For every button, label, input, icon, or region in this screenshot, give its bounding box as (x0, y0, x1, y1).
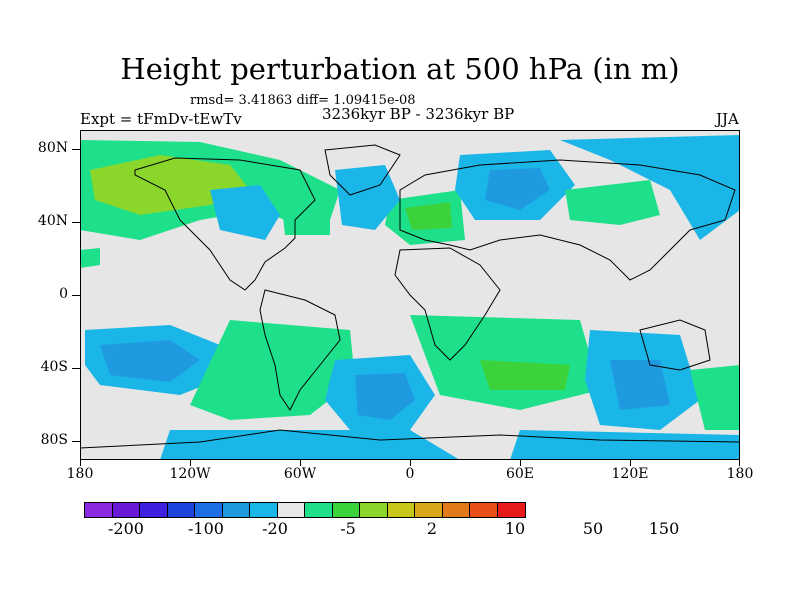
experiment-label: Expt = tFmDv-tEwTv (80, 110, 242, 128)
lon-tick-180e (739, 460, 740, 466)
period-label: 3236kyr BP - 3236kyr BP (322, 105, 515, 123)
lat-label-0: 0 (59, 286, 68, 302)
coastlines (80, 144, 740, 449)
coast-australia (639, 319, 711, 371)
coast-south-america (259, 289, 341, 411)
contour-indian-ocean-core (480, 360, 570, 390)
colorbar-label-2: 2 (426, 519, 438, 538)
contour-west-siberia-core (485, 168, 550, 210)
lat-tick-40n (72, 222, 80, 223)
contour-east-asia (565, 180, 660, 225)
lon-label-180e: 180 (726, 466, 754, 482)
colorbar-cell (360, 503, 388, 517)
contour-fills (80, 135, 740, 460)
colorbar-cell (250, 503, 278, 517)
colorbar-label-10: 10 (504, 519, 526, 538)
lat-tick-80s (72, 441, 80, 442)
lat-tick-0 (72, 295, 80, 296)
contour-europe-core (405, 202, 452, 230)
colorbar-cell (167, 503, 195, 517)
contour-atlantic-low (335, 165, 400, 230)
colorbar-cell (195, 503, 223, 517)
contour-subtropic-pacific (80, 248, 100, 268)
coast-antarctica (80, 429, 740, 449)
colorbar-cell (277, 503, 305, 517)
colorbar-cell (497, 503, 525, 517)
lat-label-40n: 40N (37, 213, 68, 229)
colorbar-label-50: 50 (582, 519, 604, 538)
contour-arctic-east (560, 135, 740, 240)
coast-greenland (324, 144, 401, 196)
colorbar (84, 502, 526, 518)
contour-pacific-core (90, 155, 250, 215)
lon-tick-60e (520, 460, 521, 466)
stats-label: rmsd= 3.41863 diff= 1.09415e-08 (190, 93, 416, 108)
colorbar-label-neg100: -100 (188, 519, 224, 538)
chart-title: Height perturbation at 500 hPa (in m) (120, 52, 680, 86)
colorbar-cell (387, 503, 415, 517)
colorbar-label-neg200: -200 (108, 519, 144, 538)
season-label: JJA (716, 110, 739, 128)
contour-antarctic-east (510, 430, 740, 460)
contour-south-pacific-core (100, 340, 200, 382)
lat-tick-40s (72, 368, 80, 369)
lat-label-80s: 80S (40, 432, 68, 448)
lat-tick-80n (72, 149, 80, 150)
lat-label-80n: 80N (37, 140, 68, 156)
contour-south-east (690, 365, 740, 430)
lon-label-60e: 60E (505, 466, 535, 482)
contour-antarctic-band (160, 430, 460, 460)
map-svg (80, 135, 740, 460)
contour-south-america (190, 320, 355, 420)
colorbar-cell (85, 503, 113, 517)
colorbar-label-150: 150 (648, 519, 680, 538)
lon-tick-120w (190, 460, 191, 466)
lon-label-120w: 120W (169, 466, 211, 482)
colorbar-cell (332, 503, 360, 517)
lon-label-180w: 180 (66, 466, 94, 482)
map-panel (80, 130, 740, 460)
coast-eurasia (399, 159, 736, 281)
lon-label-120e: 120E (611, 466, 649, 482)
lat-label-40s: 40S (40, 359, 68, 375)
colorbar-cell (112, 503, 140, 517)
lon-tick-180w (80, 460, 81, 466)
colorbar-cell (222, 503, 250, 517)
colorbar-cell (415, 503, 443, 517)
contour-north-pacific (210, 185, 280, 240)
colorbar-cell (470, 503, 498, 517)
colorbar-cell (305, 503, 333, 517)
lon-label-60w: 60W (283, 466, 317, 482)
lon-tick-60w (300, 460, 301, 466)
colorbar-label-neg5: -5 (340, 519, 356, 538)
contour-south-australia-core (610, 360, 670, 410)
coast-north-america (134, 157, 316, 291)
colorbar-cell (442, 503, 470, 517)
lon-label-0: 0 (405, 466, 415, 482)
contour-south-atlantic-core (355, 373, 415, 420)
coast-africa (394, 247, 501, 361)
colorbar-cell (140, 503, 168, 517)
lon-tick-120e (630, 460, 631, 466)
lon-tick-0 (410, 460, 411, 466)
colorbar-label-neg20: -20 (262, 519, 288, 538)
